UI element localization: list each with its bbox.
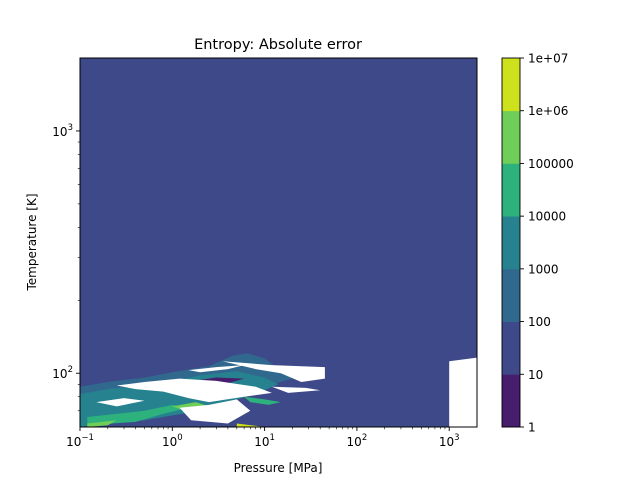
colorbar-frame — [501, 57, 521, 428]
x-tick-label-0: 10−1 — [66, 433, 94, 449]
contour-region-9 — [179, 399, 251, 424]
x-tick-label-2: 101 — [254, 433, 275, 449]
colorbar-tick-label-2: 100 — [528, 315, 551, 329]
y-axis-label: Temperature [K] — [25, 193, 39, 291]
y-tick-label-0: 102 — [52, 365, 73, 381]
colorbar-segment-4 — [502, 163, 520, 217]
colorbar-segment-6 — [502, 58, 520, 112]
colorbar-tick-label-7: 1e+07 — [528, 52, 568, 66]
x-tick-label-3: 102 — [347, 433, 368, 449]
contour-region-10 — [96, 398, 145, 407]
colorbar-segment-3 — [502, 216, 520, 270]
contour-region-6 — [236, 423, 265, 427]
contour-region-13 — [271, 386, 321, 393]
contour-region-14 — [449, 357, 477, 427]
colorbar-tick-label-0: 1 — [528, 421, 536, 435]
colorbar-segment-2 — [502, 268, 520, 322]
contour-region-2 — [87, 404, 189, 426]
colorbar-tick-label-6: 1e+06 — [528, 104, 568, 118]
colorbar-segment-0 — [502, 374, 520, 428]
contour-region-3 — [244, 396, 281, 405]
colorbar-tick-label-5: 100000 — [528, 157, 574, 171]
colorbar-tick-label-3: 1000 — [528, 262, 559, 276]
y-tick-label-1: 103 — [52, 123, 73, 139]
x-tick-label-4: 103 — [439, 433, 460, 449]
colorbar-segment-1 — [502, 321, 520, 375]
y-axis: 102 103 — [52, 123, 80, 412]
x-axis-label: Pressure [MPa] — [234, 461, 323, 475]
colorbar-tick-label-4: 10000 — [528, 210, 566, 224]
colorbar: 1 10 100 1000 10000 100000 1e+06 1e+07 — [501, 52, 574, 435]
contour-regions — [80, 353, 477, 427]
x-axis: 10−1 100 101 102 103 — [66, 427, 460, 449]
contour-region-5 — [87, 420, 117, 427]
colorbar-segment-5 — [502, 110, 520, 164]
colorbar-tick-label-1: 10 — [528, 368, 543, 382]
x-tick-label-1: 100 — [162, 433, 183, 449]
contour-region-8 — [116, 378, 272, 403]
chart-title: Entropy: Absolute error — [194, 37, 362, 53]
contour-region-11 — [188, 365, 245, 373]
plot-frame — [79, 57, 478, 428]
contour-region-12 — [222, 361, 325, 382]
